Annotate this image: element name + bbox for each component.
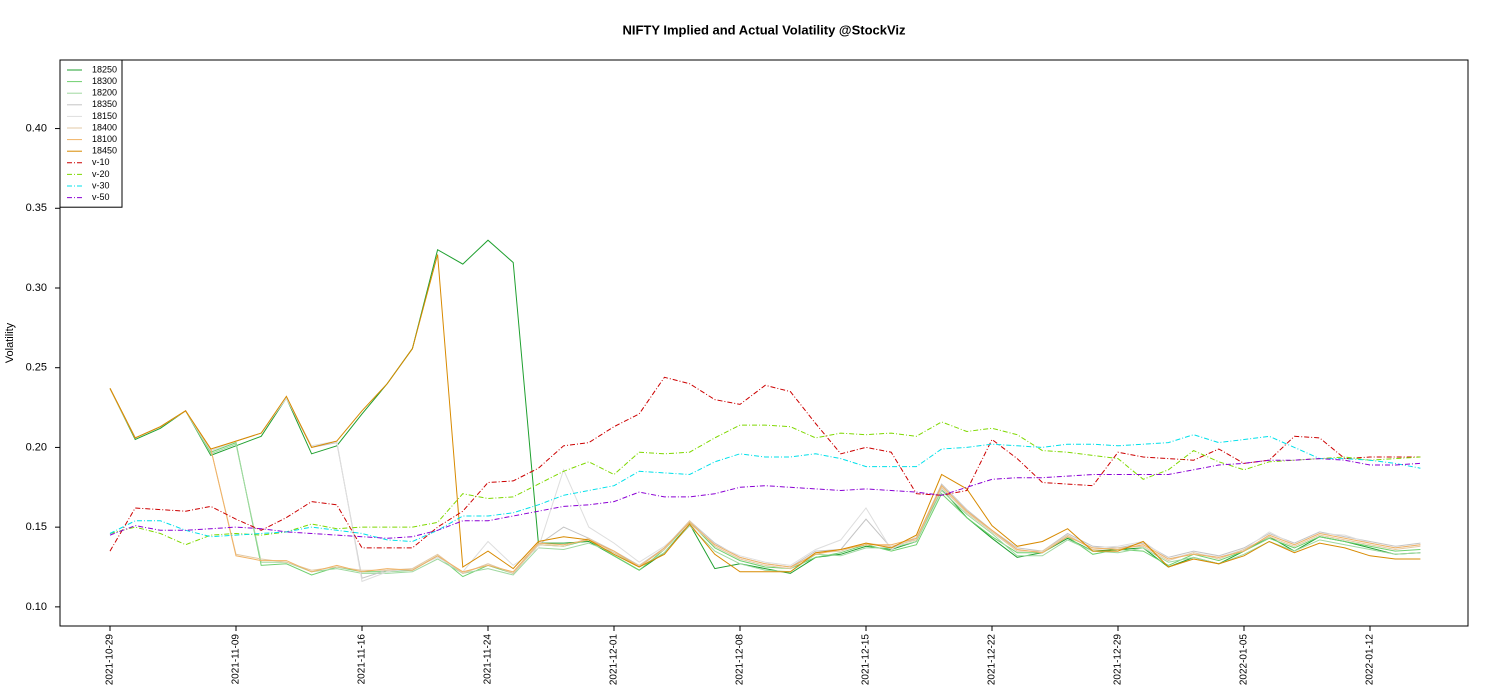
- legend-label: 18450: [92, 146, 117, 156]
- x-tick-label: 2021-12-01: [609, 634, 620, 686]
- series-line: [109, 388, 1421, 583]
- legend-label: 18200: [92, 88, 117, 98]
- legend-label: 18150: [92, 111, 117, 121]
- x-tick-label: 2021-12-15: [861, 634, 872, 686]
- x-tick-label: 2022-01-05: [1239, 634, 1250, 686]
- x-tick-label: 2021-12-08: [735, 634, 746, 686]
- series-line: [109, 376, 1421, 552]
- y-tick-label: 0.10: [26, 601, 47, 613]
- series-line: [109, 458, 1421, 539]
- legend-label: 18350: [92, 99, 117, 109]
- series-line: [109, 421, 1421, 546]
- legend-label: v-20: [92, 169, 110, 179]
- legend-box: [59, 59, 123, 208]
- x-tick-label: 2021-11-24: [483, 634, 494, 685]
- legend-label: 18400: [92, 122, 117, 132]
- plot-frame: [59, 59, 1469, 627]
- legend-label: 18100: [92, 134, 117, 144]
- series-line: [109, 434, 1421, 543]
- x-tick-label: 2021-10-29: [105, 634, 116, 686]
- series-line: [109, 388, 1421, 573]
- legend-label: v-30: [92, 180, 110, 190]
- x-tick-label: 2021-11-09: [231, 634, 242, 685]
- y-tick-label: 0.25: [26, 362, 47, 374]
- y-tick-label: 0.20: [26, 441, 47, 453]
- legend-label: 18250: [92, 64, 117, 74]
- series-line: [109, 388, 1421, 574]
- x-tick-label: 2022-01-12: [1365, 634, 1376, 686]
- y-tick-label: 0.30: [26, 282, 47, 294]
- series-line: [109, 388, 1421, 576]
- legend-label: v-50: [92, 192, 110, 202]
- y-tick-label: 0.40: [26, 122, 47, 134]
- chart-title: NIFTY Implied and Actual Volatility @Sto…: [622, 22, 906, 37]
- y-axis-label: Volatility: [4, 322, 16, 363]
- y-tick-label: 0.35: [26, 202, 47, 214]
- x-tick-label: 2021-12-29: [1113, 634, 1124, 686]
- series-line: [109, 254, 1421, 573]
- legend-label: 18300: [92, 76, 117, 86]
- x-tick-label: 2021-12-22: [987, 634, 998, 686]
- y-tick-label: 0.15: [26, 521, 47, 533]
- legend-label: v-10: [92, 157, 110, 167]
- x-tick-label: 2021-11-16: [357, 634, 368, 685]
